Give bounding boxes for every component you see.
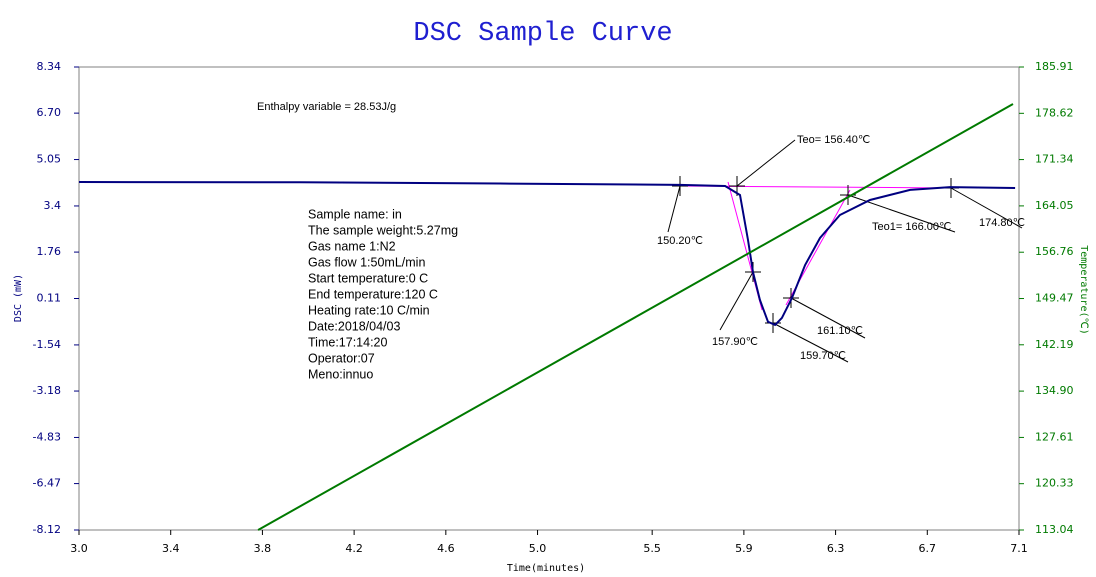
annotation: Teo1= 166.00℃ [872,221,951,233]
y-tick-label: -3.18 [33,384,61,397]
sample-info: Time:17:14:20 [308,335,387,349]
chart-title: DSC Sample Curve [413,19,672,49]
sample-info: End temperature:120 C [308,287,438,301]
x-tick-label: 3.8 [254,542,272,555]
x-tick-label: 3.4 [162,542,180,555]
y-tick-label: -8.12 [33,523,61,536]
data-line [78,181,1016,327]
annotation: 174.80℃ [979,217,1025,229]
x-tick-label: 4.2 [345,542,363,555]
markers [672,176,959,333]
x-tick-label: 6.7 [919,542,937,555]
y-tick-label: 3.4 [44,199,62,212]
annotation: Enthalpy variable = 28.53J/g [257,101,396,113]
x-tick-label: 5.9 [735,542,753,555]
x-axis-label: Time(minutes) [507,563,585,574]
sample-info: Heating rate:10 C/min [308,303,430,317]
plot-frame [78,66,1020,531]
leader [719,271,754,331]
y2-tick-label: 120.33 [1035,477,1074,490]
y2-tick-label: 185.91 [1035,60,1074,73]
sample-info: The sample weight:5.27mg [308,223,458,237]
y-axis-label: DSC (mW) [13,274,24,322]
leader [790,297,866,339]
sample-info: Meno:innuo [308,367,373,381]
x-tick-label: 3.0 [70,542,88,555]
sample-info: Operator:07 [308,351,375,365]
y2-tick-label: 178.62 [1035,106,1074,119]
sample-info: Gas flow 1:50mL/min [308,255,425,269]
annotations: Enthalpy variable = 28.53J/g Teo= 156.40… [257,101,1025,362]
y2-tick-label: 142.19 [1035,338,1074,351]
y-tick-label: -1.54 [33,338,61,351]
y-tick-label: 5.05 [37,153,62,166]
annotation: 150.20℃ [657,235,703,247]
y2-tick-label: 164.05 [1035,199,1074,212]
annotation: Teo= 156.40℃ [797,134,870,146]
leader [667,185,681,233]
x-tick-label: 4.6 [437,542,455,555]
y2-tick-label: 127.61 [1035,430,1074,443]
x-tick-label: 7.1 [1010,542,1028,555]
sample-info: Sample name: in [308,207,402,221]
y-tick-label: 8.34 [37,60,62,73]
annotation: 157.90℃ [712,336,758,348]
y2-tick-label: 113.04 [1035,523,1074,536]
y2-axis-label: Temperature(℃) [1078,245,1089,335]
sample-info: Date:2018/04/03 [308,319,400,333]
x-tick-label: 5.5 [643,542,661,555]
y2-tick-label: 134.90 [1035,384,1074,397]
annotation: 161.10℃ [817,325,863,337]
sample-info: Gas name 1:N2 [308,239,396,253]
y-tick-label: 0.11 [37,292,62,305]
y2-tick-label: 149.47 [1035,292,1074,305]
leader [772,322,849,363]
leader [950,187,1023,229]
y2-tick-label: 156.76 [1035,245,1074,258]
x-tick-label: 5.0 [529,542,547,555]
y-tick-label: 6.70 [37,106,62,119]
y-tick-label: 1.76 [37,245,62,258]
annotation: 159.70℃ [800,350,846,362]
y-tick-label: -6.47 [33,477,61,490]
y2-tick-label: 171.34 [1035,153,1074,166]
data-line [257,103,1014,531]
sample-info: Start temperature:0 C [308,271,428,285]
leader [736,139,796,187]
y-tick-label: -4.83 [33,430,61,443]
x-tick-label: 6.3 [827,542,845,555]
